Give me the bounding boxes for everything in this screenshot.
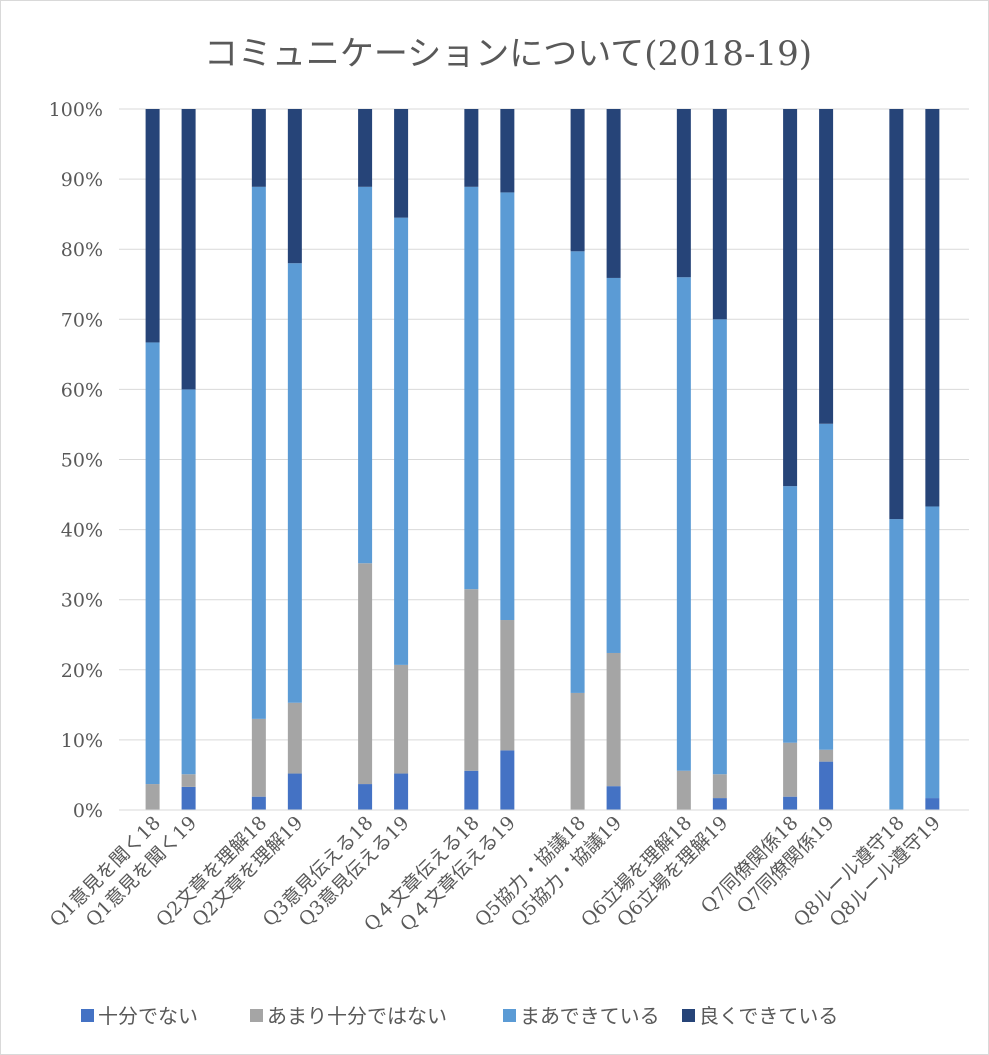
bar-segment-3-cat-5	[358, 187, 372, 563]
bar-segment-1-cat-14	[819, 762, 833, 810]
legend-label: あまり十分ではない	[267, 1004, 447, 1028]
legend-label: まあできている	[520, 1004, 660, 1028]
bar-segment-2-cat-7	[464, 589, 478, 771]
bar-segment-1-cat-6	[394, 774, 408, 810]
bar-segment-1-cat-13	[783, 797, 797, 810]
bar-segment-2-cat-10	[607, 653, 621, 786]
bar-segment-4-cat-8	[500, 109, 514, 192]
bar-segment-2-cat-5	[358, 563, 372, 784]
bar-segment-4-cat-14	[819, 109, 833, 424]
y-tick-label: 10%	[61, 730, 103, 752]
bar-segment-4-cat-15	[889, 109, 903, 519]
y-tick-label: 90%	[61, 169, 103, 191]
legend: 十分でない あまり十分ではない まあできている 良くできている	[81, 1004, 838, 1028]
y-tick-label: 60%	[61, 379, 103, 401]
bar-segment-4-cat-11	[677, 109, 691, 277]
bar-segment-4-cat-1	[146, 109, 160, 342]
bar-segment-2-cat-12	[713, 774, 727, 798]
bar-segment-2-cat-3	[252, 719, 266, 797]
bar-segment-1-cat-2	[182, 787, 196, 810]
bar-segment-1-cat-5	[358, 784, 372, 810]
legend-swatch	[250, 1009, 263, 1022]
chart-title: コミュニケーションについて(2018-19)	[204, 34, 812, 74]
bar-segment-4-cat-5	[358, 109, 372, 187]
bar-segment-3-cat-6	[394, 218, 408, 665]
legend-swatch	[682, 1009, 695, 1022]
bar-segment-3-cat-11	[677, 277, 691, 771]
bar-segment-2-cat-1	[146, 784, 160, 810]
y-tick-label: 70%	[61, 309, 103, 331]
bar-segment-3-cat-16	[925, 506, 939, 798]
bar-segment-2-cat-4	[288, 703, 302, 774]
bar-segment-1-cat-7	[464, 771, 478, 810]
legend-swatch	[81, 1009, 94, 1022]
bar-segment-4-cat-4	[288, 109, 302, 263]
y-tick-label: 30%	[61, 590, 103, 612]
bar-segment-4-cat-3	[252, 109, 266, 187]
bar-segment-3-cat-1	[146, 342, 160, 784]
y-axis-ticks: 0% 10% 20% 30% 40% 50% 60% 70% 80% 90% 100%	[49, 99, 103, 822]
bar-segment-3-cat-8	[500, 192, 514, 620]
bar-segment-2-cat-6	[394, 665, 408, 774]
bar-segment-1-cat-16	[925, 798, 939, 810]
bar-segment-3-cat-3	[252, 187, 266, 719]
bar-segment-3-cat-10	[607, 278, 621, 653]
bar-segment-2-cat-9	[571, 693, 585, 810]
bar-segment-4-cat-12	[713, 109, 727, 319]
bar-segment-3-cat-2	[182, 389, 196, 774]
y-tick-label: 80%	[61, 239, 103, 261]
x-axis-labels: Q1意見を聞く18Q1意見を聞く19Q2文章を理解18Q2文章を理解19Q3意見…	[46, 812, 945, 936]
legend-label: 良くできている	[699, 1004, 838, 1028]
bar-segment-2-cat-8	[500, 620, 514, 750]
bar-segment-3-cat-9	[571, 251, 585, 693]
bar-segment-2-cat-13	[783, 743, 797, 797]
bar-segment-1-cat-8	[500, 750, 514, 810]
bar-segment-3-cat-13	[783, 486, 797, 743]
legend-swatch	[503, 1009, 516, 1022]
bar-segment-4-cat-7	[464, 109, 478, 187]
y-tick-label: 40%	[61, 520, 103, 542]
bar-segment-4-cat-10	[607, 109, 621, 278]
bar-segment-2-cat-14	[819, 750, 833, 762]
bar-segment-2-cat-11	[677, 771, 691, 810]
bar-segment-1-cat-4	[288, 774, 302, 810]
y-tick-label: 100%	[49, 99, 103, 121]
bar-segment-4-cat-16	[925, 109, 939, 506]
legend-label: 十分でない	[98, 1004, 198, 1028]
bar-segment-3-cat-15	[889, 519, 903, 810]
bar-segment-3-cat-4	[288, 263, 302, 703]
y-tick-label: 50%	[61, 450, 103, 472]
bar-segment-2-cat-2	[182, 774, 196, 787]
bar-segment-1-cat-10	[607, 786, 621, 810]
gridlines	[119, 109, 969, 740]
bar-segment-3-cat-7	[464, 187, 478, 589]
bar-segment-4-cat-9	[571, 109, 585, 251]
bar-segment-4-cat-2	[182, 109, 196, 389]
bar-segment-4-cat-13	[783, 109, 797, 486]
bar-segment-1-cat-12	[713, 798, 727, 810]
y-tick-label: 20%	[61, 660, 103, 682]
y-tick-label: 0%	[73, 800, 103, 822]
bar-segment-3-cat-14	[819, 424, 833, 750]
bar-segment-1-cat-3	[252, 797, 266, 810]
bar-segment-4-cat-6	[394, 109, 408, 218]
bar-segment-3-cat-12	[713, 319, 727, 774]
